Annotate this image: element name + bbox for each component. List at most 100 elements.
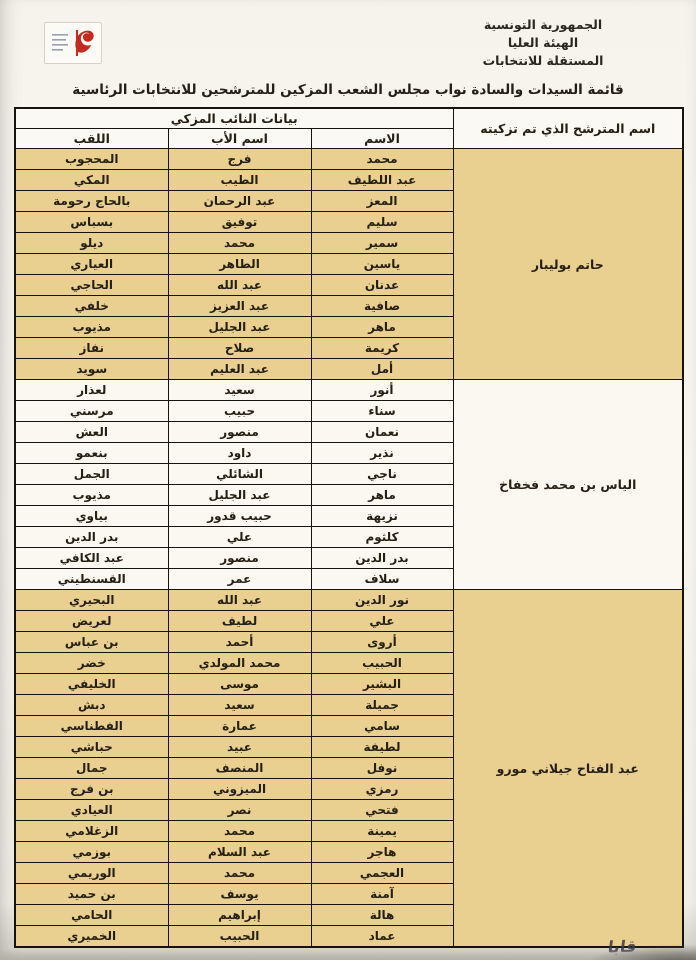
father-name-cell: الحبيب [167,925,312,948]
first-name-cell: نزيهة [310,505,454,527]
last-name-cell: المكي [14,169,169,191]
last-name-cell: بنعمو [14,442,169,464]
last-name-cell: عبد الكافي [14,547,169,569]
table-row: المعز عبد الرحمان بالحاج رحومة [14,190,683,212]
last-name-cell: بن حميد [14,883,169,905]
candidate-column-header: اسم المترشح الذي تم تزكيته [452,107,684,149]
last-name-cell: الزغلامي [14,820,169,842]
first-name-cell: كلثوم [310,526,454,548]
last-name-cell: الوريمي [14,862,169,884]
last-name-cell: الحاجي [14,274,169,296]
org-line-authority: الهيئة العليا [507,35,579,51]
first-name-cell: بدر الدين [310,547,454,569]
table-row: سامي عمارة الفطناسي [14,715,683,737]
last-name-cell: القسنطيني [14,568,169,590]
father-name-cell: عبد الله [167,274,312,296]
father-name-cell: منصور [167,421,312,443]
table-row: عبد اللطيف الطيب المكي [14,169,683,191]
first-name-cell: عماد [310,925,454,948]
candidate-name-cell: حاتم بوليبار [452,148,684,380]
table-row: هالة إبراهيم الحامي [14,904,683,926]
last-name-cell: بوزمي [14,841,169,863]
last-name-cell: مذيوب [14,316,169,338]
father-name-column-header: اسم الأب [167,128,312,149]
first-name-cell: فتحي [310,799,454,821]
last-name-cell: نفاز [14,337,169,359]
candidate-name-cell: الياس بن محمد فخفاخ [452,379,684,590]
first-name-cell: ناجي [310,463,454,485]
table-row: ناجي الشائلي الجمل [14,463,683,485]
first-name-cell: سناء [310,400,454,422]
isie-logo [44,22,102,64]
last-name-cell: الحامي [14,904,169,926]
table-row: هاجر عبد السلام بوزمي [14,841,683,863]
father-name-cell: إبراهيم [167,904,312,926]
org-header: الجمهورية التونسية الهيئة العليا المستقل… [448,16,638,70]
first-name-cell: سامي [310,715,454,737]
father-name-cell: عبد العليم [167,358,312,380]
candidate-name-cell: عبد الفتاح جيلاني مورو [452,589,684,948]
first-name-cell: كريمة [310,337,454,359]
endorsements-table: اسم المترشح الذي تم تزكيته بيانات النائب… [14,107,685,948]
last-name-cell: الفطناسي [14,715,169,737]
last-name-cell: المحجوب [14,148,169,170]
last-name-cell: حباشي [14,736,169,758]
father-name-cell: فرج [167,148,312,170]
first-name-cell: البشير [310,673,454,695]
table-row: يمينة محمد الزغلامي [14,820,683,842]
father-name-cell: عبد الجليل [167,484,312,506]
first-name-cell: رمزي [310,778,454,800]
last-name-cell: الجمل [14,463,169,485]
table-row: ياسين الطاهر العياري [14,253,683,275]
first-name-cell: نوفل [310,757,454,779]
father-name-cell: نصر [167,799,312,821]
father-name-cell: صلاح [167,337,312,359]
table-row: ماهر عبد الجليل مذيوب [14,316,683,338]
father-name-cell: المنصف [167,757,312,779]
first-name-cell: ياسين [310,253,454,275]
org-line-republic: الجمهورية التونسية [483,17,603,32]
last-name-cell: بن فرج [14,778,169,800]
father-name-cell: الميزوني [167,778,312,800]
first-name-cell: سمير [310,232,454,254]
first-name-cell: أنور [310,379,454,401]
table-row: الحبيب محمد المولدي خضر [14,652,683,674]
father-name-cell: عمر [167,568,312,590]
org-line-independent: المستقلة للانتخابات [482,53,604,69]
last-name-cell: العيادي [14,799,169,821]
first-name-cell: نذير [310,442,454,464]
last-name-cell: بسباس [14,211,169,233]
table-row: العجمي محمد الوريمي [14,862,683,884]
last-name-cell: سويد [14,358,169,380]
last-name-cell: بالحاج رحومة [14,190,169,212]
first-name-cell: سلاف [310,568,454,590]
scan-corner-smudge [586,944,696,960]
table-row: بدر الدين منصور عبد الكافي [14,547,683,569]
table-row: نعمان منصور العش [14,421,683,443]
last-name-cell: مرسني [14,400,169,422]
father-name-cell: محمد [167,862,312,884]
table-row: عبد الفتاح جيلاني مورو نور الدين عبد الله ا… [14,589,684,948]
table-row: سناء حبيب مرسني [14,400,683,422]
first-name-cell: ماهر [310,316,454,338]
table-row: نذير داود بنعمو [14,442,683,464]
last-name-cell: الخميري [14,925,169,948]
table-row: ماهر عبد الجليل مذيوب [14,484,683,506]
last-name-cell: بدر الدين [14,526,169,548]
father-name-cell: عبد الله [167,589,312,611]
first-name-cell: علي [310,610,454,632]
table-row: البشير موسى الخليفي [14,673,683,695]
last-name-cell: مذيوب [14,484,169,506]
father-name-cell: عمارة [167,715,312,737]
table-row: نوفل المنصف جمال [14,757,683,779]
first-name-cell: عبد اللطيف [310,169,454,191]
table-row: فتحي نصر العيادي [14,799,683,821]
father-name-cell: الطاهر [167,253,312,275]
last-name-cell: العياري [14,253,169,275]
first-name-cell: سليم [310,211,454,233]
table-header: اسم المترشح الذي تم تزكيته بيانات النائب… [14,107,684,149]
page-title: قائمة السيدات والسادة نواب مجلس الشعب ال… [72,82,624,98]
table-row: كلثوم علي بدر الدين [14,526,683,548]
father-name-cell: سعيد [167,694,312,716]
